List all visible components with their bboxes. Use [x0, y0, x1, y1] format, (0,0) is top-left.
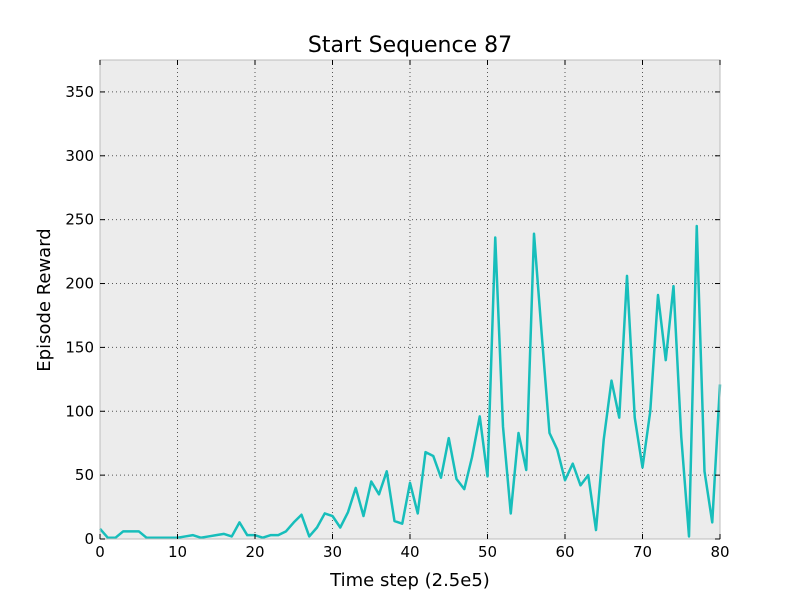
series-group	[99, 224, 722, 539]
x-tick-label: 20	[245, 543, 264, 561]
x-tick-label: 70	[633, 543, 652, 561]
x-tick-label: 60	[555, 543, 574, 561]
x-tick-label: 0	[95, 543, 105, 561]
plot-background	[100, 60, 720, 539]
y-axis-title: Episode Reward	[34, 228, 55, 371]
y-tick-label: 50	[75, 466, 94, 484]
x-tick-label: 30	[323, 543, 342, 561]
y-axis: 0 50 100 150 200 250 300 350	[65, 83, 720, 548]
x-tick-label: 50	[478, 543, 497, 561]
y-tick-label: 350	[65, 83, 94, 101]
chart-title: Start Sequence 87	[308, 33, 512, 58]
x-tick-label: 40	[400, 543, 419, 561]
x-axis-title: Time step (2.5e5)	[329, 570, 490, 591]
y-tick-label: 150	[65, 338, 94, 356]
y-tick-label: 200	[65, 275, 94, 293]
y-tick-label: 100	[65, 402, 94, 420]
y-tick-label: 250	[65, 211, 94, 229]
x-axis: 0 10 20 30 40 50 60 70 80	[95, 60, 730, 561]
x-tick-label: 80	[710, 543, 729, 561]
series-line	[99, 224, 722, 539]
x-tick-label: 10	[168, 543, 187, 561]
y-tick-label: 300	[65, 147, 94, 165]
y-tick-label: 0	[84, 530, 94, 548]
